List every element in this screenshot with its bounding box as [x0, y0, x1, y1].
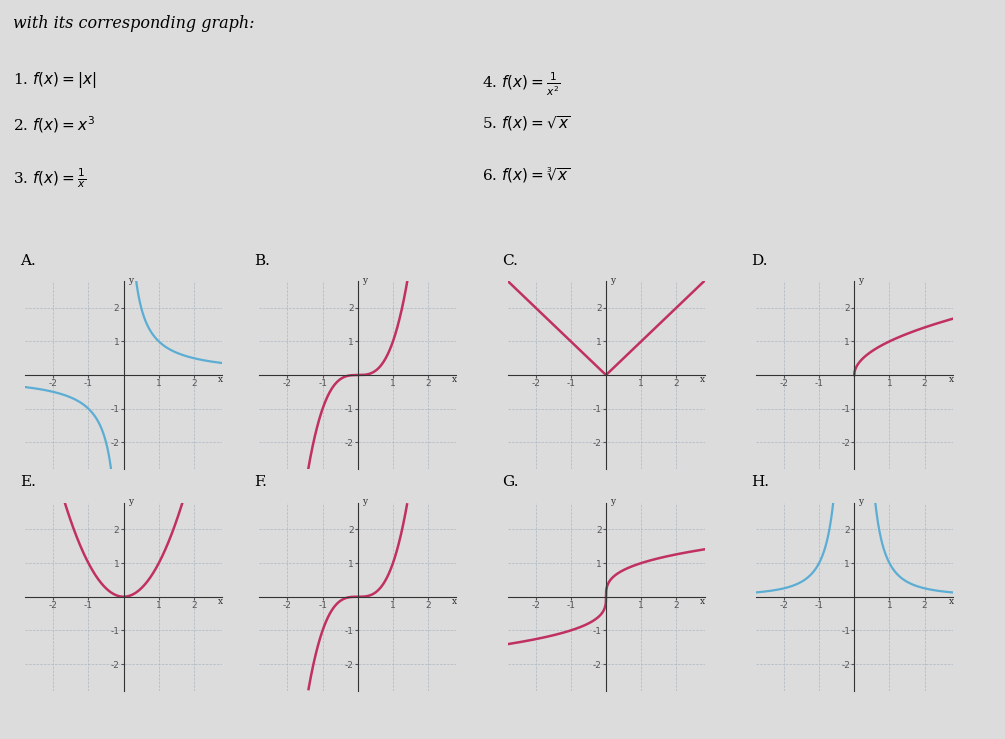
Text: C.: C. [502, 253, 519, 268]
Text: A.: A. [20, 253, 36, 268]
Text: y: y [610, 497, 615, 506]
Text: 4. $f(x) = \frac{1}{x^2}$: 4. $f(x) = \frac{1}{x^2}$ [482, 70, 561, 98]
Text: y: y [362, 276, 367, 285]
Text: with its corresponding graph:: with its corresponding graph: [13, 15, 254, 32]
Text: 5. $f(x) = \sqrt{x}$: 5. $f(x) = \sqrt{x}$ [482, 115, 572, 134]
Text: x: x [700, 375, 706, 384]
Text: H.: H. [751, 475, 769, 489]
Text: G.: G. [502, 475, 519, 489]
Text: D.: D. [751, 253, 767, 268]
Text: 3. $f(x) = \frac{1}{x}$: 3. $f(x) = \frac{1}{x}$ [13, 166, 86, 190]
Text: B.: B. [254, 253, 270, 268]
Text: x: x [700, 597, 706, 606]
Text: x: x [949, 375, 954, 384]
Text: x: x [452, 597, 457, 606]
Text: x: x [452, 375, 457, 384]
Text: 6. $f(x) = \sqrt[3]{x}$: 6. $f(x) = \sqrt[3]{x}$ [482, 166, 571, 185]
Text: x: x [218, 597, 223, 606]
Text: 2. $f(x) = x^3$: 2. $f(x) = x^3$ [13, 115, 95, 135]
Text: y: y [858, 276, 863, 285]
Text: E.: E. [20, 475, 36, 489]
Text: 1. $f(x) = |x|$: 1. $f(x) = |x|$ [13, 70, 96, 90]
Text: x: x [949, 597, 954, 606]
Text: y: y [362, 497, 367, 506]
Text: y: y [128, 276, 133, 285]
Text: y: y [610, 276, 615, 285]
Text: F.: F. [254, 475, 267, 489]
Text: y: y [858, 497, 863, 506]
Text: x: x [218, 375, 223, 384]
Text: y: y [128, 497, 133, 506]
